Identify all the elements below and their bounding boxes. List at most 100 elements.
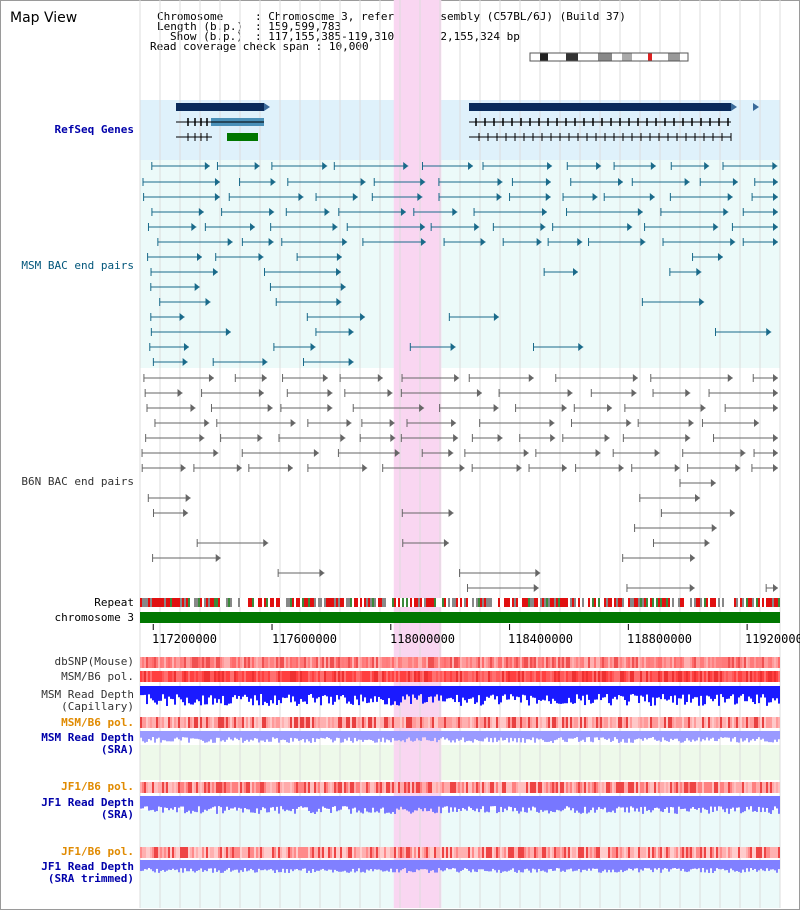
msm-depth-cap-bar xyxy=(362,686,364,702)
msm-depth-cap-bar xyxy=(150,686,152,699)
jf1-depth-bar xyxy=(296,796,298,809)
jf1-depth-trim-bar xyxy=(500,860,502,873)
jf1-b6-pol-2-cell xyxy=(408,847,410,858)
dbsnp-cell xyxy=(590,657,592,668)
msm-depth-cap-bar xyxy=(164,686,166,699)
jf1-depth-bar xyxy=(512,796,514,812)
msm-b6-pol-cell xyxy=(442,671,444,682)
msm-depth-sra-bar xyxy=(168,731,170,742)
msm-b6-pol-cell xyxy=(158,671,160,682)
msm-depth-cap-bar xyxy=(564,686,566,704)
dbsnp-cell xyxy=(636,657,638,668)
dbsnp-cell xyxy=(356,657,358,668)
dbsnp-cell xyxy=(580,657,582,668)
msm-b6-pol-sra-cell xyxy=(434,717,436,728)
jf1-depth-bar xyxy=(172,796,174,810)
b6n-bac-pair-arrow xyxy=(773,449,778,457)
jf1-b6-pol-2-cell xyxy=(768,847,770,858)
jf1-b6-pol-2-cell xyxy=(524,847,526,858)
jf1-depth-bar xyxy=(724,796,726,813)
jf1-depth-trim-bar xyxy=(318,860,320,871)
repeat-segment xyxy=(266,598,268,607)
jf1-depth-trim-bar xyxy=(404,860,406,869)
jf1-depth-trim-bar xyxy=(332,860,334,873)
jf1-b6-pol-2-cell xyxy=(250,847,252,858)
jf1-depth-bar xyxy=(704,796,706,810)
dbsnp-cell xyxy=(710,657,712,668)
jf1-depth-bar xyxy=(374,796,376,813)
b6n-bac-pair-arrow xyxy=(604,434,610,442)
msm-depth-sra-bar xyxy=(198,731,200,740)
dbsnp-cell xyxy=(350,657,352,668)
jf1-depth-trim-bar xyxy=(242,860,244,872)
msm-depth-cap-bar xyxy=(266,686,268,704)
msm-depth-cap-bar xyxy=(712,686,714,702)
repeat-segment xyxy=(736,598,738,607)
jf1-depth-bar xyxy=(504,796,506,809)
dbsnp-cell xyxy=(260,657,262,668)
track-label-refseq[interactable]: RefSeq Genes xyxy=(54,123,134,136)
repeat-segment xyxy=(668,598,670,607)
jf1-depth-bar xyxy=(226,796,228,807)
jf1-depth-bar xyxy=(196,796,198,813)
jf1-depth-trim-bar xyxy=(724,860,726,871)
dbsnp-cell xyxy=(684,657,686,668)
msm-depth-cap-bar xyxy=(644,686,646,702)
jf1-depth-bar xyxy=(356,796,358,813)
jf1-b6-pol-2-cell xyxy=(470,847,472,858)
jf1-depth-bar xyxy=(184,796,186,814)
msm-bac-pair-arrow xyxy=(298,193,304,201)
msm-depth-sra-bar xyxy=(670,731,672,739)
jf1-b6-pol-cell xyxy=(308,782,310,793)
track-label-msm-bac[interactable]: MSM BAC end pairs xyxy=(21,259,134,272)
repeat-segment xyxy=(396,598,398,607)
msm-depth-cap-bar xyxy=(336,686,338,696)
jf1-b6-pol-cell xyxy=(716,782,718,793)
jf1-depth-trim-bar xyxy=(412,860,414,873)
msm-bac-pair-arrow xyxy=(773,193,778,201)
msm-depth-cap-bar xyxy=(688,686,690,695)
jf1-depth-trim-bar xyxy=(214,860,216,869)
jf1-b6-pol-cell xyxy=(368,782,370,793)
msm-b6-pol-cell xyxy=(470,671,472,682)
dbsnp-cell xyxy=(592,657,594,668)
jf1-depth-bar xyxy=(430,796,432,809)
msm-b6-pol-cell xyxy=(278,671,280,682)
dbsnp-cell xyxy=(178,657,180,668)
repeat-segment xyxy=(214,598,216,607)
b6n-bac-pair-arrow xyxy=(199,434,205,442)
dbsnp-cell xyxy=(148,657,150,668)
msm-bac-pair-arrow xyxy=(183,343,189,351)
msm-depth-sra-bar xyxy=(736,731,738,743)
jf1-depth-bar xyxy=(600,796,602,809)
track-label-jf1-depth-trim-2: (SRA trimmed) xyxy=(47,872,134,885)
jf1-b6-pol-cell xyxy=(678,782,680,793)
jf1-depth-trim-bar xyxy=(426,860,428,870)
msm-b6-pol-sra-cell xyxy=(296,717,298,728)
msm-b6-pol-sra-cell xyxy=(654,717,656,728)
dbsnp-cell xyxy=(746,657,748,668)
msm-depth-cap-bar xyxy=(600,686,602,701)
repeat-segment xyxy=(144,598,146,607)
track-label-b6n-bac[interactable]: B6N BAC end pairs xyxy=(21,475,134,488)
msm-depth-sra-bar xyxy=(742,731,744,742)
jf1-b6-pol-cell xyxy=(180,782,182,793)
msm-depth-sra-bar xyxy=(200,731,202,740)
b6n-bac-pair-arrow xyxy=(261,374,267,382)
msm-b6-pol-cell xyxy=(544,671,546,682)
jf1-b6-pol-2-cell xyxy=(650,847,652,858)
jf1-depth-trim-bar xyxy=(772,860,774,870)
msm-b6-pol-sra-cell xyxy=(528,717,530,728)
jf1-b6-pol-cell xyxy=(354,782,356,793)
dbsnp-cell xyxy=(418,657,420,668)
msm-depth-sra-bar xyxy=(224,731,226,742)
jf1-b6-pol-cell xyxy=(578,782,580,793)
msm-b6-pol-cell xyxy=(360,671,362,682)
jf1-b6-pol-2-cell xyxy=(256,847,258,858)
repeat-segment xyxy=(548,598,550,607)
jf1-depth-trim-bar xyxy=(406,860,408,873)
jf1-b6-pol-2-cell xyxy=(200,847,202,858)
msm-depth-sra-bar xyxy=(388,731,390,741)
jf1-depth-bar xyxy=(410,796,412,814)
